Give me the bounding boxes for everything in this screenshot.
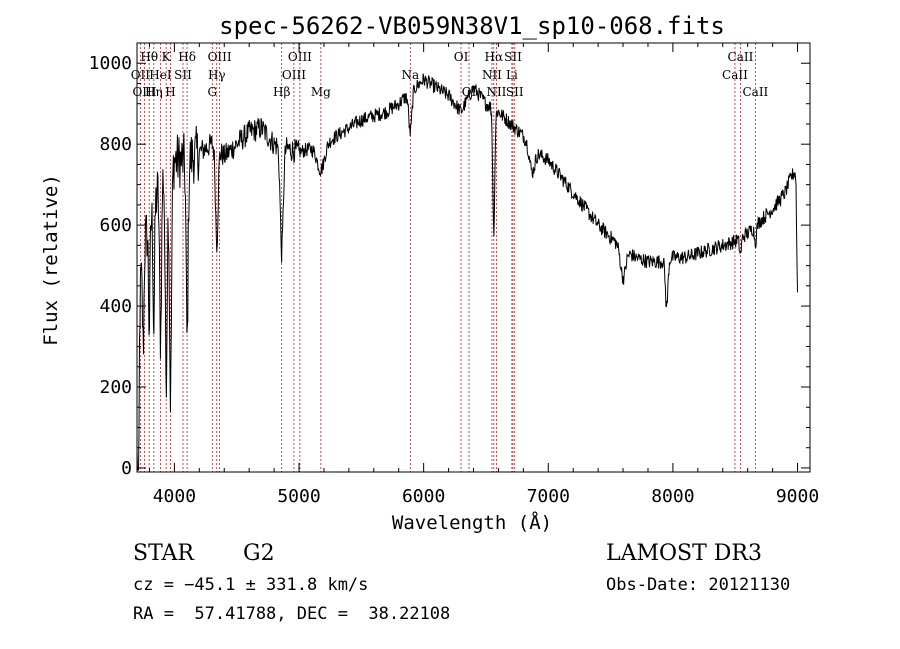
- line-marker-label: OIII: [208, 50, 232, 64]
- line-marker-label: Hα: [485, 50, 504, 64]
- marker-lines: [139, 43, 756, 472]
- line-marker-label: CaII: [728, 50, 754, 64]
- marker-labels: Hθ OII OIII K HeI Hη H SII Hδ OIII Hγ G Hβ OIII OIII Mg…: [131, 50, 769, 99]
- y-tick-label: 0: [121, 458, 132, 479]
- line-marker-label: CaII: [722, 68, 748, 82]
- coordinates: RA = 57.41788, DEC = 38.22108: [133, 604, 450, 624]
- line-marker-label: Hβ: [273, 85, 290, 99]
- y-axis-label: Flux (relative): [40, 174, 62, 346]
- line-marker-label: OIII: [282, 68, 306, 82]
- line-marker-label: SII: [504, 50, 522, 64]
- chart-title: spec-56262-VB059N38V1_sp10-068.fits: [219, 12, 725, 40]
- x-axis-ticks: 4000 5000 6000 7000 8000 9000: [148, 43, 819, 507]
- line-marker-label: G: [207, 85, 217, 99]
- x-tick-label: 5000: [277, 486, 320, 507]
- redshift-velocity: cz = −45.1 ± 331.8 km/s: [133, 575, 368, 595]
- line-marker-label: Mg: [311, 85, 331, 99]
- line-marker-label: NII: [482, 68, 502, 82]
- object-subclass: G2: [243, 541, 275, 566]
- line-marker-label: HeI: [149, 68, 172, 82]
- x-tick-label: 7000: [527, 486, 570, 507]
- line-marker-label: H: [165, 85, 175, 99]
- x-tick-label: 6000: [402, 486, 445, 507]
- line-marker-label: K: [162, 50, 172, 64]
- y-axis-ticks: 0 200 400 600 800 1000: [89, 53, 810, 479]
- survey-name: LAMOST DR3: [606, 541, 762, 566]
- line-marker-label: NII: [486, 85, 506, 99]
- line-marker-label: OIII: [288, 50, 312, 64]
- x-tick-label: 4000: [153, 486, 196, 507]
- line-marker-label: Hθ: [140, 50, 158, 64]
- line-marker-label: Na: [401, 68, 419, 82]
- observation-date: Obs-Date: 20121130: [606, 575, 790, 595]
- spectrum-line: [136, 73, 798, 471]
- y-tick-label: 1000: [89, 53, 132, 74]
- line-marker-label: SII: [174, 68, 192, 82]
- line-marker-label: Hδ: [178, 50, 196, 64]
- x-tick-label: 9000: [776, 486, 819, 507]
- line-marker-label: OII: [131, 68, 151, 82]
- y-tick-label: 800: [99, 134, 132, 155]
- line-marker-label: Hη: [145, 85, 163, 99]
- line-marker-label: OIII: [132, 85, 156, 99]
- y-tick-label: 600: [99, 215, 132, 236]
- plot-frame: [136, 42, 811, 473]
- object-class: STAR: [133, 541, 195, 566]
- line-marker-label: Hγ: [208, 68, 226, 82]
- line-marker-label: Li: [506, 68, 518, 82]
- line-marker-label: CaII: [742, 85, 768, 99]
- x-axis-label: Wavelength (Å): [392, 511, 552, 534]
- y-tick-label: 400: [99, 296, 132, 317]
- y-tick-label: 200: [99, 377, 132, 398]
- line-marker-label: OI: [454, 50, 469, 64]
- x-tick-label: 8000: [651, 486, 694, 507]
- line-marker-label: SII: [506, 85, 524, 99]
